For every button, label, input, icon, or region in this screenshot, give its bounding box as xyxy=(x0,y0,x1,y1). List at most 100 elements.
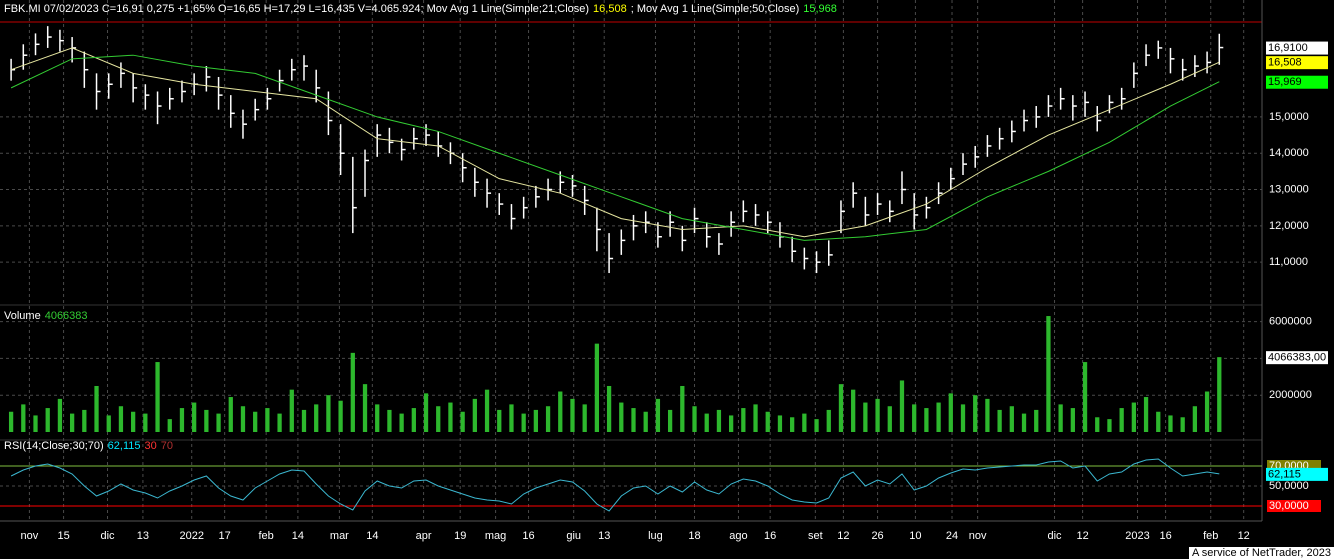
x-tick-label: feb xyxy=(259,530,274,542)
volume-bar xyxy=(912,404,917,432)
x-tick-label: 26 xyxy=(871,530,883,542)
volume-bar xyxy=(777,415,783,432)
volume-bar xyxy=(692,406,697,432)
x-tick-label: 14 xyxy=(292,530,304,542)
volume-bar xyxy=(497,409,502,432)
header-text: 15,968 xyxy=(803,3,837,15)
volume-bar xyxy=(680,385,685,432)
volume-bar xyxy=(924,408,929,432)
volume-bar xyxy=(155,362,160,432)
header-text: 70 xyxy=(160,440,173,452)
volume-bar xyxy=(472,398,477,432)
x-tick-label: 19 xyxy=(454,530,466,542)
x-tick-label: giu xyxy=(566,530,581,542)
volume-bar xyxy=(1070,408,1075,432)
level-label: 30,0000 xyxy=(1269,500,1309,512)
x-tick-label: 17 xyxy=(219,530,231,542)
header-text: Volume xyxy=(4,310,41,322)
volume-bar xyxy=(985,398,990,432)
x-tick-label: 10 xyxy=(909,530,921,542)
moving-average xyxy=(10,47,1220,238)
last-value-box xyxy=(1266,75,1328,89)
volume-bar xyxy=(362,384,368,432)
volume-bar xyxy=(411,408,416,432)
volume-bar xyxy=(1034,409,1039,432)
volume-bar xyxy=(899,380,905,432)
volume-bar xyxy=(423,393,429,432)
y-tick-label: 2000000 xyxy=(1269,389,1312,401)
volume-bar xyxy=(802,413,807,432)
x-tick-label: 12 xyxy=(837,530,849,542)
volume-bar xyxy=(570,398,575,432)
volume-bar xyxy=(716,409,722,432)
volume-bar xyxy=(1058,404,1063,432)
volume-bar xyxy=(301,409,307,432)
volume-bar xyxy=(33,415,38,432)
volume-bar xyxy=(509,404,514,432)
x-tick-label: feb xyxy=(1203,530,1218,542)
volume-bar xyxy=(655,398,661,432)
last-value-label: 16,508 xyxy=(1268,57,1302,69)
y-tick-label: 50,0000 xyxy=(1269,480,1309,492)
x-tick-label: 13 xyxy=(137,530,149,542)
volume-bar xyxy=(1082,362,1088,432)
volume-bar xyxy=(375,404,380,432)
volume-bar xyxy=(997,409,1002,432)
header-text: RSI(14;Close;30;70) xyxy=(4,440,104,452)
rsi-header: RSI(14;Close;30;70) 62,115 30 70 xyxy=(4,440,177,452)
x-tick-label: 14 xyxy=(366,530,378,542)
volume-bar xyxy=(814,419,819,432)
volume-bar xyxy=(606,385,612,432)
x-tick-label: ago xyxy=(729,530,747,542)
volume-bar xyxy=(1095,417,1100,432)
x-tick-label: 16 xyxy=(522,530,534,542)
x-tick-label: nov xyxy=(969,530,987,542)
volume-bar xyxy=(387,409,392,432)
x-tick-label: 24 xyxy=(946,530,958,542)
last-value-box xyxy=(1266,351,1328,365)
volume-bar xyxy=(1168,415,1173,432)
volume-bar xyxy=(338,400,343,432)
volume-bar xyxy=(240,406,246,432)
header-text: FBK.MI 07/02/2023 C=16,91 0,275 +1,65% O… xyxy=(4,3,590,15)
volume-bar xyxy=(131,411,136,432)
volume-bar xyxy=(826,409,831,432)
last-value-label: 4066383,00 xyxy=(1268,352,1326,364)
volume-bar xyxy=(619,402,624,432)
volume-bar xyxy=(167,419,172,432)
x-tick-label: dic xyxy=(100,530,115,542)
y-tick-label: 12,0000 xyxy=(1269,220,1309,232)
volume-bar xyxy=(1021,413,1027,432)
volume-bar xyxy=(790,417,795,432)
y-tick-label: 14,0000 xyxy=(1269,147,1309,159)
volume-header: Volume 4066383 xyxy=(4,310,92,322)
header-text: 30 xyxy=(144,440,157,452)
header-text: ; Mov Avg 1 Line(Simple;50;Close) xyxy=(630,3,800,15)
volume-bar xyxy=(204,409,209,432)
volume-bar xyxy=(1046,316,1051,432)
volume-bar xyxy=(484,389,490,432)
volume-bar xyxy=(143,413,148,432)
x-tick-label: 12 xyxy=(1076,530,1088,542)
last-value-label: 15,969 xyxy=(1268,76,1302,88)
volume-bar xyxy=(314,404,319,432)
volume-bar xyxy=(1131,402,1136,432)
volume-bar xyxy=(45,408,50,432)
volume-bar xyxy=(533,409,539,432)
x-tick-label: 2023 xyxy=(1125,530,1149,542)
volume-bar xyxy=(436,406,441,432)
volume-bar xyxy=(228,397,233,432)
volume-bar xyxy=(887,406,892,432)
volume-bar xyxy=(545,406,551,432)
volume-bar xyxy=(216,413,221,432)
x-tick-label: set xyxy=(808,530,823,542)
volume-bar xyxy=(118,406,124,432)
volume-bar xyxy=(753,404,758,432)
volume-bar xyxy=(94,385,99,432)
price-header: FBK.MI 07/02/2023 C=16,91 0,275 +1,65% O… xyxy=(4,3,841,15)
volume-bar xyxy=(973,395,978,432)
volume-bar xyxy=(1192,406,1198,432)
volume-bar xyxy=(643,411,648,432)
volume-bar xyxy=(277,413,282,432)
x-tick-label: apr xyxy=(416,530,432,542)
